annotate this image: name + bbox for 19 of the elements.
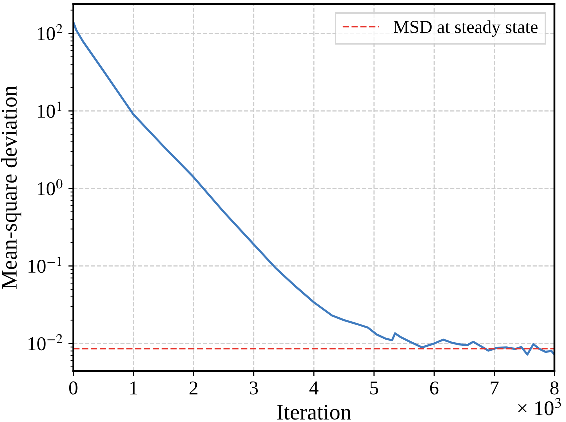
y-tick-label: 10$^{0}$ <box>38 179 63 196</box>
x-tick-label: 8 <box>550 382 559 395</box>
y-tick-label: 10$^{−1}$ <box>28 256 62 274</box>
y-tick-label: 10$^{1}$ <box>38 102 62 118</box>
x-tick-label: 6 <box>430 382 439 395</box>
y-tick-label: 10$^{−2}$ <box>28 334 63 351</box>
x-tick-label: 0 <box>69 382 78 395</box>
line-series <box>74 21 555 356</box>
text: × 10$^{3}$ <box>518 398 562 416</box>
y-tick-label: 10$^{2}$ <box>38 24 63 41</box>
x-tick-label: 4 <box>310 382 319 395</box>
x-tick-label: 1 <box>130 382 138 395</box>
x-tick-label: 5 <box>370 382 378 395</box>
x-tick-label: 7 <box>490 382 499 395</box>
x-tick-label: 2 <box>190 382 198 395</box>
x-tick-label: 3 <box>250 382 258 395</box>
y-axis-title: Mean-square deviation <box>1 86 22 290</box>
legend-label: MSD at steady state <box>394 20 538 38</box>
x-axis-title: Iteration <box>277 404 352 420</box>
